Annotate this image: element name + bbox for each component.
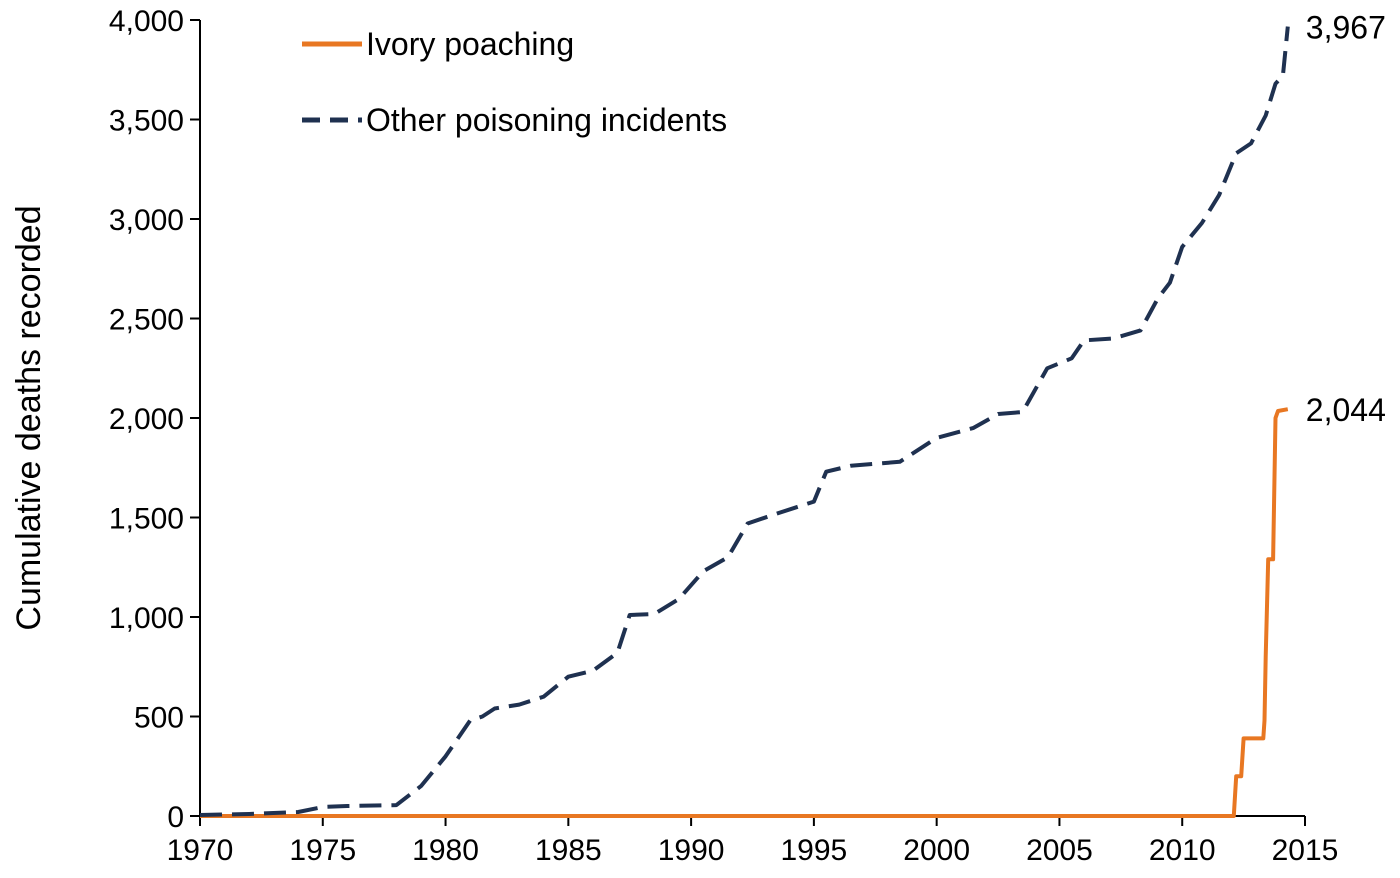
series-line-other-poisoning <box>199 26 1290 817</box>
x-tick-label: 1990 <box>658 834 725 867</box>
x-tick-label: 1970 <box>167 834 234 867</box>
y-axis-title: Cumulative deaths recorded <box>10 205 48 630</box>
x-axis: 1970 1975 1980 1985 1990 1995 2000 2005 2010 2015 <box>167 815 1339 867</box>
y-tick-label: 3,500 <box>109 105 184 138</box>
y-tick-label: 500 <box>134 702 184 735</box>
x-tick-label: 1980 <box>412 834 479 867</box>
x-tick-label: 2015 <box>1272 834 1339 867</box>
y-tick-label: 2,000 <box>109 403 184 436</box>
y-axis: 0 500 1,000 1,500 2,000 2,500 3,000 3,500 4,000 <box>109 5 201 834</box>
y-tick-label: 0 <box>167 801 184 834</box>
end-labels: 2,044 3,967 <box>1306 10 1386 429</box>
x-tick-label: 1975 <box>289 834 356 867</box>
end-value-label: 2,044 <box>1306 392 1386 428</box>
y-tick-label: 1,000 <box>109 602 184 635</box>
x-tick-label: 2005 <box>1026 834 1093 867</box>
y-tick-label: 2,500 <box>109 304 184 337</box>
x-tick-label: 2010 <box>1149 834 1216 867</box>
x-tick-label: 1985 <box>535 834 602 867</box>
legend: Ivory poaching Other poisoning incidents <box>302 26 727 138</box>
legend-entry-label: Ivory poaching <box>366 26 574 62</box>
legend-entry-label: Other poisoning incidents <box>366 102 727 138</box>
y-tick-label: 4,000 <box>109 5 184 38</box>
plot-area <box>199 26 1290 818</box>
x-tick-label: 1995 <box>781 834 848 867</box>
x-tick-label: 2000 <box>903 834 970 867</box>
end-value-label: 3,967 <box>1306 10 1386 46</box>
series-line-ivory-poaching <box>200 407 1289 818</box>
y-tick-label: 3,000 <box>109 204 184 237</box>
y-tick-label: 1,500 <box>109 503 184 536</box>
